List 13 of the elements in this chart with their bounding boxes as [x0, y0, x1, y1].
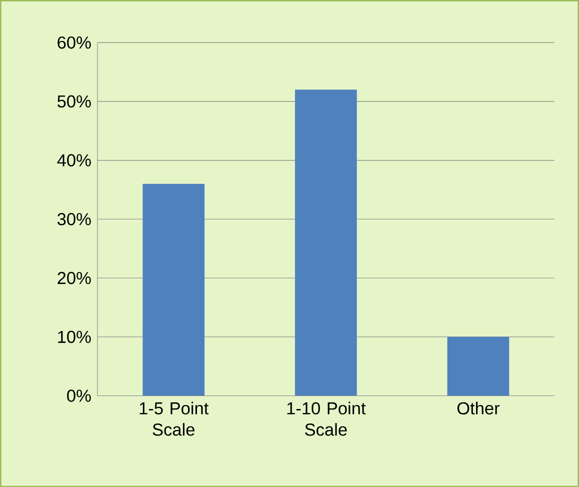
bar [142, 184, 205, 396]
y-tick-label: 0% [67, 390, 91, 402]
y-tick-label: 50% [57, 95, 91, 108]
y-tick-label: 20% [58, 272, 91, 284]
y-tick-label: 60% [58, 36, 91, 49]
y-tick-label: 40% [57, 154, 91, 166]
x-tick-label: 1-10 Point Scale [287, 402, 366, 436]
x-tick-label: Other [457, 402, 500, 414]
bar [447, 336, 510, 396]
y-tick-label: 10% [58, 330, 91, 343]
bar [294, 90, 357, 396]
y-tick-label: 30% [57, 212, 91, 226]
x-tick-label: 1-5 Point Scale [140, 402, 209, 436]
